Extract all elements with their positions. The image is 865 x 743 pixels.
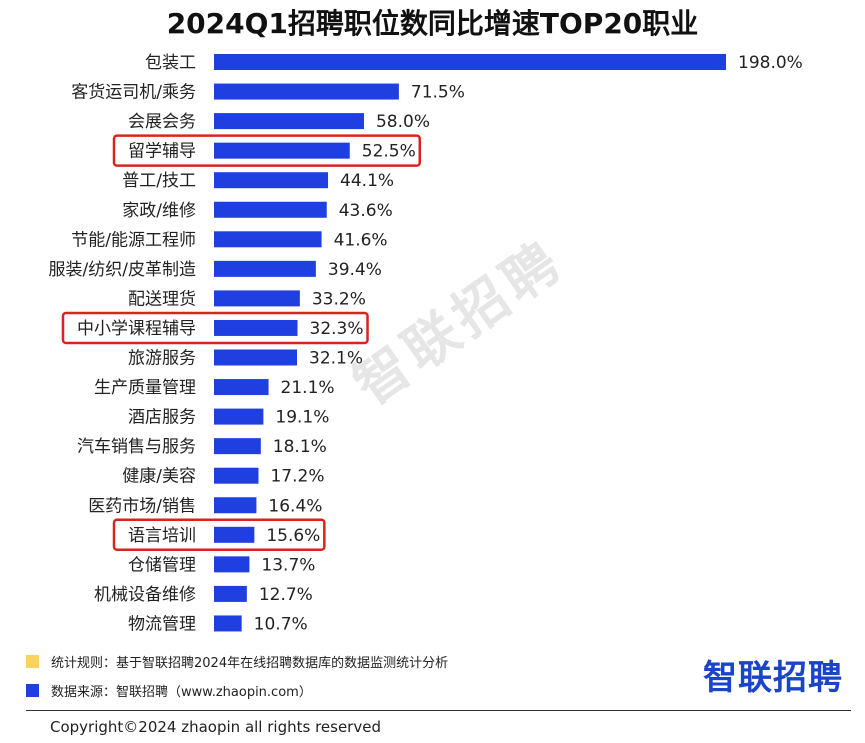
note-data-source: 数据来源：智联招聘（www.zhaopin.com） <box>26 681 312 700</box>
bar <box>214 556 250 573</box>
value-label: 71.5% <box>411 83 465 103</box>
bar <box>214 172 329 189</box>
note-stat-rule-text: 统计规则：基于智联招聘2024年在线招聘数据库的数据监测统计分析 <box>51 656 449 671</box>
note-stat-rule: 统计规则：基于智联招聘2024年在线招聘数据库的数据监测统计分析 <box>26 652 448 671</box>
category-label: 酒店服务 <box>128 408 196 428</box>
value-label: 39.4% <box>328 260 382 280</box>
note-data-source-text: 数据来源：智联招聘（www.zhaopin.com） <box>51 685 312 700</box>
value-label: 17.2% <box>270 467 324 487</box>
bar <box>214 615 242 632</box>
value-label: 10.7% <box>254 614 308 634</box>
zhaopin-logo: 智联招聘 <box>703 658 843 698</box>
value-label: 43.6% <box>339 201 393 221</box>
value-label: 32.3% <box>310 319 364 339</box>
category-label: 家政/维修 <box>122 201 196 221</box>
copyright-text: Copyright©2024 zhaopin all rights reserv… <box>50 718 381 736</box>
category-label: 生产质量管理 <box>94 378 196 398</box>
value-label: 12.7% <box>259 585 313 605</box>
bar <box>214 497 257 514</box>
category-label: 汽车销售与服务 <box>77 437 196 457</box>
bar <box>214 83 399 100</box>
note-swatch-yellow <box>26 655 39 668</box>
bar <box>214 526 255 543</box>
highlight-box <box>112 134 422 167</box>
category-label: 服装/纺织/皮革制造 <box>49 260 196 280</box>
bar <box>214 585 247 602</box>
category-label: 旅游服务 <box>128 349 196 369</box>
value-label: 13.7% <box>261 555 315 575</box>
footer-divider <box>26 710 851 711</box>
value-label: 18.1% <box>273 437 327 457</box>
value-label: 15.6% <box>266 526 320 546</box>
highlight-box <box>112 518 326 552</box>
category-label: 客货运司机/乘务 <box>71 83 196 103</box>
category-label: 物流管理 <box>128 614 196 634</box>
category-label: 语言培训 <box>128 526 196 546</box>
value-label: 32.1% <box>309 349 363 369</box>
chart-title: 2024Q1招聘职位数同比增速TOP20职业 <box>166 7 699 40</box>
bar <box>214 349 298 366</box>
category-label: 机械设备维修 <box>94 585 196 605</box>
bar <box>214 379 269 396</box>
category-label: 留学辅导 <box>128 142 196 162</box>
category-label: 包装工 <box>145 53 196 73</box>
bar <box>214 260 316 277</box>
category-label: 中小学课程辅导 <box>77 319 196 339</box>
bar <box>214 201 327 218</box>
value-label: 44.1% <box>340 171 394 191</box>
category-label: 配送理货 <box>128 289 196 309</box>
bar <box>214 142 350 159</box>
value-label: 16.4% <box>268 496 322 516</box>
category-label: 普工/技工 <box>122 171 196 191</box>
value-label: 58.0% <box>376 112 430 132</box>
value-label: 52.5% <box>362 142 416 162</box>
value-label: 41.6% <box>334 230 388 250</box>
category-label: 节能/能源工程师 <box>71 230 196 250</box>
bar <box>214 290 300 307</box>
note-swatch-blue <box>26 684 39 697</box>
category-label: 会展会务 <box>128 112 196 132</box>
bar <box>214 408 264 425</box>
value-label: 19.1% <box>275 408 329 428</box>
category-label: 健康/美容 <box>122 467 196 487</box>
bar <box>214 467 259 484</box>
category-label: 医药市场/销售 <box>88 496 196 516</box>
value-label: 198.0% <box>738 53 803 73</box>
bar <box>214 54 726 70</box>
bar <box>214 438 261 455</box>
bar <box>214 319 298 336</box>
bar <box>214 113 364 130</box>
category-label: 仓储管理 <box>128 555 196 575</box>
value-label: 21.1% <box>281 378 335 398</box>
bar <box>214 231 322 248</box>
highlight-box <box>61 311 369 345</box>
value-label: 33.2% <box>312 289 366 309</box>
bar-chart: 包装工 198.0% 客货运司机/乘务 71.5% 会展会务 58.0% 留学辅导 52.5%… <box>49 53 803 634</box>
